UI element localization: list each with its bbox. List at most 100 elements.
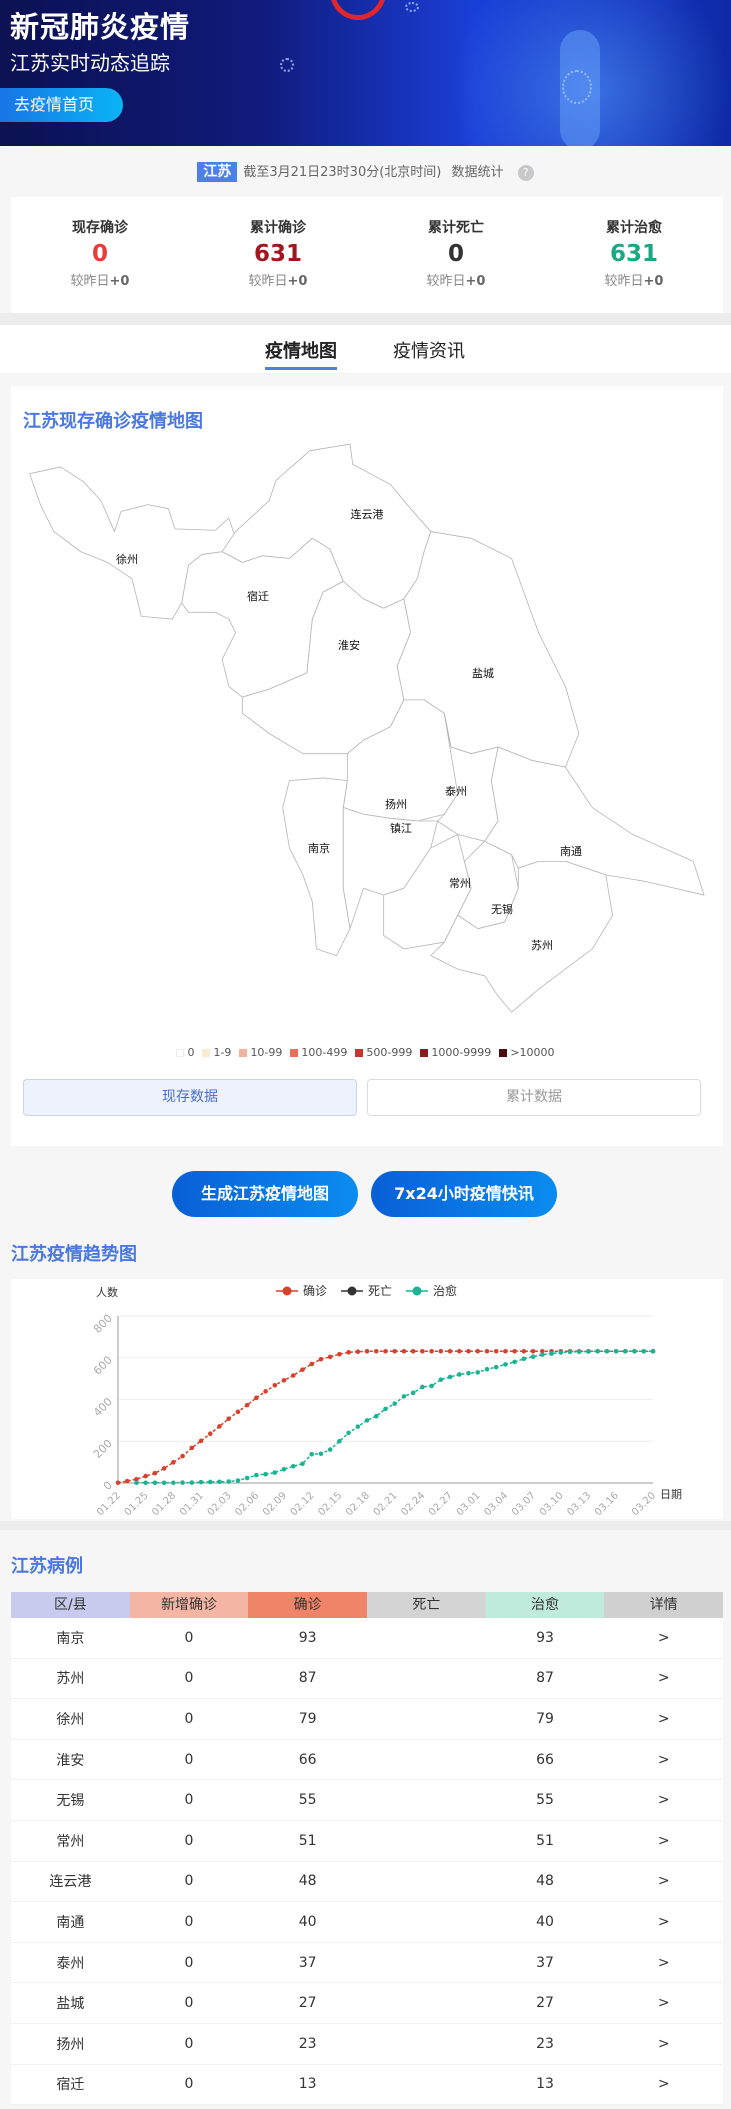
data-point[interactable] — [475, 1348, 481, 1354]
data-point[interactable] — [143, 1480, 148, 1486]
data-point[interactable] — [254, 1395, 259, 1401]
data-point[interactable] — [650, 1348, 656, 1354]
data-point[interactable] — [456, 1372, 462, 1377]
data-point[interactable] — [134, 1480, 139, 1486]
jiangsu-map[interactable] — [0, 444, 731, 1023]
data-point[interactable] — [290, 1464, 296, 1469]
detail-link[interactable]: > — [657, 1832, 670, 1849]
data-point[interactable] — [198, 1438, 204, 1444]
legend-item[interactable]: 500-999 — [355, 1046, 412, 1059]
data-point[interactable] — [641, 1348, 647, 1354]
data-point[interactable] — [410, 1348, 416, 1354]
data-point[interactable] — [420, 1348, 425, 1354]
table-row[interactable]: 无锡 0 55 55 > — [11, 1780, 723, 1821]
data-point[interactable] — [586, 1349, 591, 1354]
data-point[interactable] — [595, 1348, 600, 1354]
data-point[interactable] — [207, 1431, 213, 1437]
data-point[interactable] — [281, 1466, 287, 1472]
detail-link[interactable]: > — [657, 1629, 670, 1646]
data-point[interactable] — [235, 1409, 241, 1415]
table-row[interactable]: 南京 0 93 93 > — [11, 1618, 723, 1659]
home-button[interactable]: 去疫情首页 — [0, 88, 123, 122]
data-point[interactable] — [373, 1348, 379, 1354]
table-row[interactable]: 苏州 0 87 87 > — [11, 1658, 723, 1700]
current-data-toggle[interactable]: 现存数据 — [23, 1079, 357, 1116]
data-point[interactable] — [327, 1354, 333, 1360]
data-point[interactable] — [613, 1348, 619, 1354]
data-point[interactable] — [438, 1377, 444, 1382]
data-point[interactable] — [272, 1383, 278, 1388]
legend-item[interactable]: >10000 — [499, 1046, 555, 1059]
data-point[interactable] — [429, 1348, 434, 1354]
total-data-toggle[interactable]: 累计数据 — [367, 1079, 701, 1116]
data-point[interactable] — [235, 1478, 241, 1483]
data-point[interactable] — [189, 1445, 195, 1451]
data-point[interactable] — [134, 1476, 139, 1482]
data-point[interactable] — [226, 1416, 231, 1422]
data-point[interactable] — [420, 1384, 425, 1390]
data-point[interactable] — [503, 1362, 508, 1367]
data-point[interactable] — [281, 1377, 287, 1383]
detail-link[interactable]: > — [657, 1670, 670, 1687]
table-row[interactable]: 泰州 0 37 37 > — [11, 1942, 723, 1984]
data-point[interactable] — [604, 1348, 610, 1354]
data-point[interactable] — [373, 1413, 379, 1419]
generate-map-button[interactable]: 生成江苏疫情地图 — [172, 1171, 358, 1217]
detail-link[interactable]: > — [657, 1873, 670, 1890]
data-point[interactable] — [429, 1383, 434, 1389]
data-point[interactable] — [318, 1356, 324, 1362]
data-point[interactable] — [383, 1348, 388, 1354]
data-point[interactable] — [217, 1479, 222, 1485]
data-point[interactable] — [392, 1348, 398, 1354]
data-point[interactable] — [290, 1373, 296, 1378]
data-point[interactable] — [401, 1394, 407, 1399]
data-point[interactable] — [475, 1370, 481, 1375]
data-point[interactable] — [540, 1352, 545, 1357]
data-point[interactable] — [171, 1480, 176, 1486]
data-point[interactable] — [484, 1366, 490, 1372]
detail-link[interactable]: > — [657, 1792, 670, 1809]
data-point[interactable] — [207, 1479, 213, 1485]
data-point[interactable] — [623, 1348, 628, 1354]
tab-map[interactable]: 疫情地图 — [265, 337, 337, 370]
data-point[interactable] — [337, 1351, 342, 1357]
data-point[interactable] — [254, 1472, 259, 1478]
data-point[interactable] — [392, 1401, 398, 1406]
data-point[interactable] — [456, 1348, 462, 1354]
data-point[interactable] — [383, 1406, 388, 1412]
detail-link[interactable]: > — [657, 1954, 670, 1971]
data-point[interactable] — [521, 1356, 527, 1362]
data-point[interactable] — [410, 1390, 416, 1396]
data-point[interactable] — [226, 1479, 231, 1484]
data-point[interactable] — [161, 1480, 167, 1486]
data-point[interactable] — [549, 1351, 554, 1356]
table-row[interactable]: 宿迁 0 13 13 > — [11, 2064, 723, 2106]
data-point[interactable] — [152, 1480, 158, 1486]
detail-link[interactable]: > — [657, 1995, 670, 2012]
data-point[interactable] — [143, 1473, 148, 1479]
data-point[interactable] — [300, 1367, 305, 1372]
data-point[interactable] — [567, 1349, 573, 1355]
data-point[interactable] — [364, 1418, 370, 1423]
data-point[interactable] — [447, 1374, 453, 1380]
table-row[interactable]: 南通 0 40 40 > — [11, 1902, 723, 1943]
data-point[interactable] — [530, 1348, 536, 1354]
data-point[interactable] — [466, 1370, 471, 1376]
data-point[interactable] — [355, 1424, 361, 1429]
map-region-nanjing[interactable] — [282, 777, 351, 957]
data-point[interactable] — [576, 1349, 582, 1354]
detail-link[interactable]: > — [657, 1710, 670, 1727]
data-point[interactable] — [355, 1349, 361, 1354]
data-point[interactable] — [124, 1478, 130, 1484]
data-point[interactable] — [484, 1348, 490, 1354]
data-point[interactable] — [364, 1348, 370, 1354]
data-point[interactable] — [503, 1348, 508, 1354]
data-point[interactable] — [244, 1402, 250, 1408]
data-point[interactable] — [540, 1348, 545, 1354]
data-point[interactable] — [493, 1364, 499, 1370]
data-point[interactable] — [161, 1466, 167, 1471]
legend-item[interactable]: 0 — [176, 1046, 194, 1059]
chart-legend-item[interactable]: 确诊 — [276, 1284, 327, 1298]
data-point[interactable] — [152, 1470, 158, 1476]
detail-link[interactable]: > — [657, 2076, 670, 2093]
